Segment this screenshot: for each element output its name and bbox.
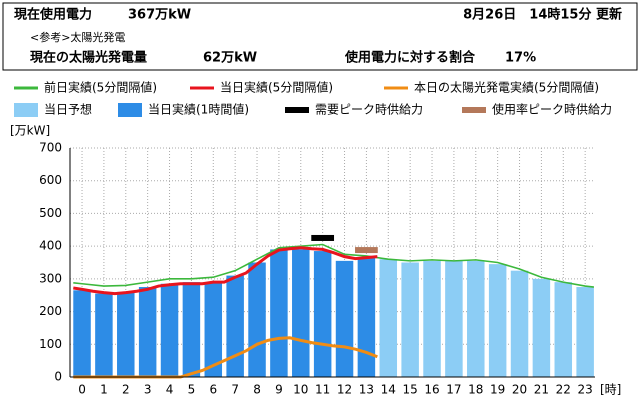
- y-tick-label: 600: [39, 173, 62, 187]
- solar-label: 現在の太陽光発電量: [30, 50, 147, 66]
- bar: [226, 275, 244, 377]
- ratio-value: 17%: [505, 51, 536, 66]
- usage-label: 現在使用電力: [14, 7, 92, 23]
- bar: [182, 282, 201, 377]
- bar: [95, 293, 113, 377]
- line: [73, 246, 378, 296]
- x-tick-label: 20: [512, 383, 527, 397]
- bar: [160, 283, 179, 377]
- x-tick-label: 11: [315, 383, 330, 397]
- line: [73, 243, 594, 288]
- bar: [576, 287, 594, 377]
- x-tick-label: 6: [209, 383, 217, 397]
- x-tick-label: 4: [166, 383, 174, 397]
- legend-label: 当日実績(1時間値): [148, 102, 249, 117]
- legend-label: 本日の太陽光発電実績(5分間隔値): [414, 80, 599, 95]
- legend-label: 当日予想: [44, 102, 92, 117]
- bar: [204, 282, 223, 377]
- y-tick-label: 100: [39, 337, 62, 351]
- y-tick-label: 700: [39, 141, 62, 155]
- header-box: [2, 2, 638, 71]
- legend-label: 使用率ピーク時供給力: [492, 102, 612, 117]
- bar: [510, 270, 529, 377]
- y-tick-label: 0: [54, 370, 62, 384]
- peak-marker: [311, 234, 335, 241]
- bar: [532, 278, 551, 377]
- bar: [138, 287, 157, 377]
- legend-swatch: [14, 103, 38, 117]
- y-axis-label: [万kW]: [10, 124, 50, 138]
- x-tick-label: 3: [144, 383, 152, 397]
- x-tick-label: 15: [403, 383, 418, 397]
- bar: [554, 282, 573, 377]
- bar: [488, 264, 507, 377]
- bar: [248, 262, 266, 377]
- x-tick-label: 23: [578, 383, 593, 397]
- x-tick-label: 2: [122, 383, 130, 397]
- y-tick-label: 300: [39, 271, 62, 285]
- bar: [401, 262, 419, 377]
- x-tick-label: 22: [556, 383, 571, 397]
- bar: [335, 260, 354, 377]
- solar-value: 62万kW: [203, 51, 257, 66]
- bar: [270, 249, 288, 377]
- y-tick-label: 400: [39, 239, 62, 253]
- ratio-label: 使用電力に対する割合: [344, 50, 476, 66]
- bar: [313, 251, 332, 377]
- bar: [73, 290, 91, 377]
- x-tick-label: 14: [381, 383, 396, 397]
- x-tick-label: 5: [188, 383, 196, 397]
- legend-label: 需要ピーク時供給力: [315, 103, 423, 117]
- peak-marker: [355, 247, 378, 254]
- x-tick-label: 13: [359, 383, 374, 397]
- x-tick-label: 17: [446, 383, 461, 397]
- updated: 8月26日 14時15分 更新: [463, 7, 622, 23]
- legend-label: 当日実績(5分間隔値): [220, 80, 333, 95]
- x-tick-label: 12: [337, 383, 352, 397]
- x-tick-label: 9: [275, 383, 283, 397]
- usage-value: 367万kW: [128, 8, 191, 23]
- legend-label: 前日実績(5分間隔値): [44, 80, 157, 95]
- bar: [379, 259, 398, 377]
- x-tick-label: 1: [100, 383, 108, 397]
- reference: <参考>太陽光発電: [30, 30, 125, 44]
- x-tick-label: 0: [78, 383, 86, 397]
- bar: [357, 257, 376, 377]
- x-tick-label: 16: [424, 383, 439, 397]
- x-tick-label: 8: [253, 383, 261, 397]
- bar: [117, 291, 135, 377]
- x-tick-label: 21: [534, 383, 549, 397]
- x-tick-label: 19: [490, 383, 505, 397]
- x-tick-label: 10: [293, 383, 308, 397]
- legend-swatch: [118, 103, 142, 117]
- bar: [292, 249, 310, 377]
- x-tick-label: 18: [468, 383, 483, 397]
- bar: [423, 260, 441, 377]
- y-tick-label: 500: [39, 206, 62, 220]
- y-tick-label: 200: [39, 304, 62, 318]
- bar: [467, 260, 485, 377]
- x-tick-label: 7: [231, 383, 239, 397]
- bar: [445, 260, 463, 377]
- x-axis-label: [時]: [600, 383, 621, 397]
